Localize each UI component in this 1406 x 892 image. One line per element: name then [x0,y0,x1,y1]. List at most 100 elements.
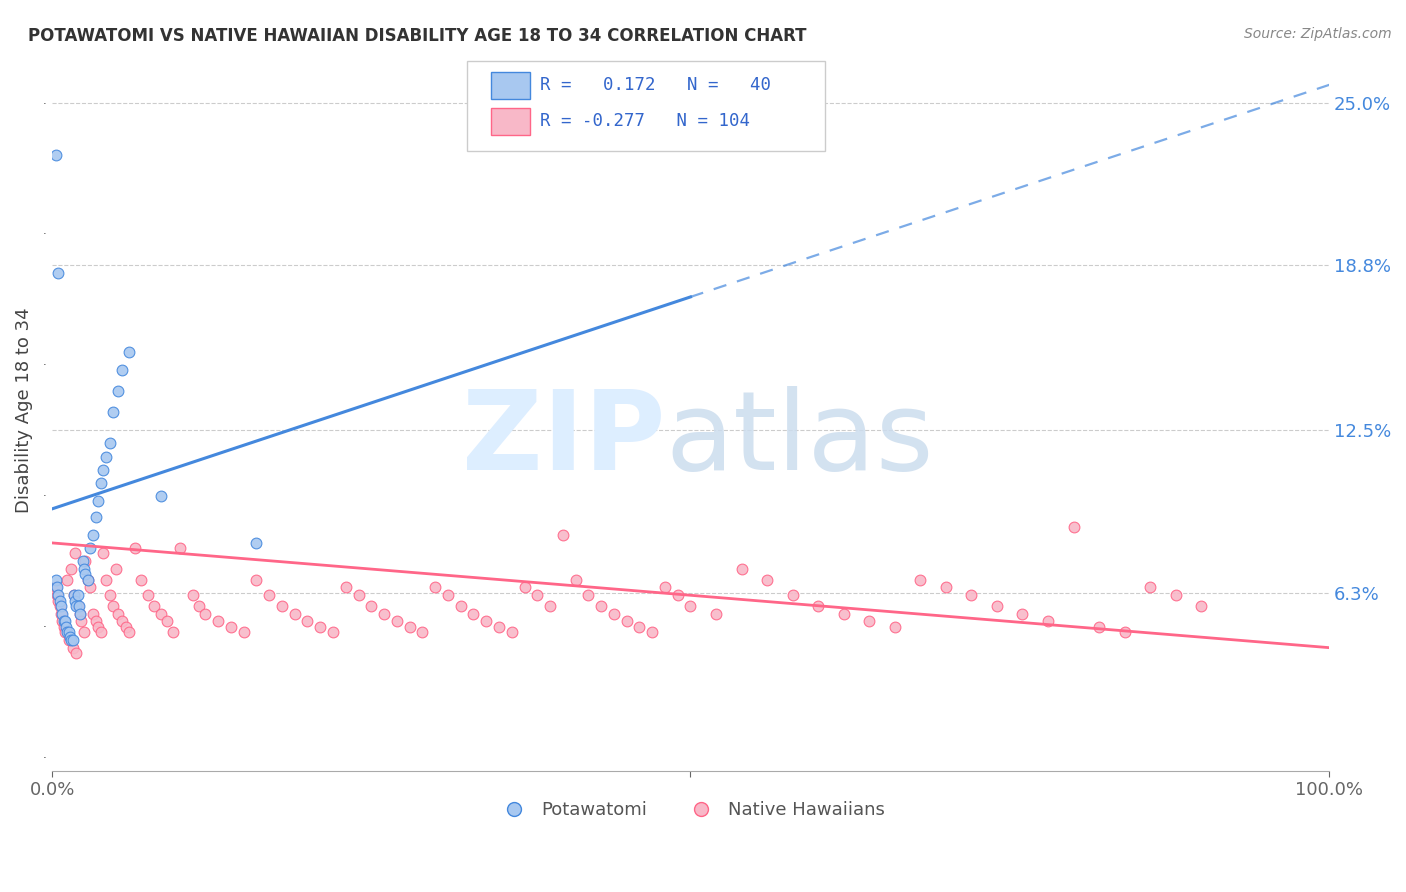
Point [756,573,779,587]
Point [76,573,98,587]
Point [1164,588,1187,602]
Point [385,615,408,629]
Point [641,624,664,639]
Point [335,581,357,595]
Point [69,607,91,621]
Point [807,599,830,613]
Point [98,436,121,450]
Point [156,615,179,629]
Point [1139,581,1161,595]
Point [1063,520,1085,534]
Point [51,615,73,629]
Point [84,509,107,524]
Point [90,624,112,639]
Point [56,624,79,639]
Point [1088,620,1111,634]
Text: R =   0.172   N =   40: R = 0.172 N = 40 [540,76,770,95]
Point [66,599,89,613]
Point [1011,607,1033,621]
Point [66,588,89,602]
Point [245,573,267,587]
Point [52,620,75,634]
Point [118,624,141,639]
Point [48,266,70,280]
Point [49,599,72,613]
Point [782,588,804,602]
Point [437,588,460,602]
Point [75,554,97,568]
Point [87,620,110,634]
Point [79,581,101,595]
Point [62,588,84,602]
Point [666,588,689,602]
Point [46,588,69,602]
Point [910,573,932,587]
Point [858,615,880,629]
Point [45,148,67,162]
Point [51,607,73,621]
Point [118,344,141,359]
Point [450,599,472,613]
Point [52,615,75,629]
Point [82,528,104,542]
Point [115,620,138,634]
Bar [491,108,530,135]
Point [62,588,84,602]
Point [131,573,153,587]
Point [58,632,80,647]
Point [73,624,96,639]
Point [398,620,420,634]
Point [48,588,70,602]
Point [49,607,72,621]
Point [704,607,727,621]
Point [1114,624,1136,639]
Point [90,475,112,490]
Point [143,599,166,613]
Text: Source: ZipAtlas.com: Source: ZipAtlas.com [1244,27,1392,41]
Point [679,599,702,613]
Point [69,607,91,621]
Text: POTAWATOMI VS NATIVE HAWAIIAN DISABILITY AGE 18 TO 34 CORRELATION CHART: POTAWATOMI VS NATIVE HAWAIIAN DISABILITY… [28,27,807,45]
Point [63,546,86,560]
Point [463,607,485,621]
Point [94,450,117,464]
Point [832,607,855,621]
Point [63,593,86,607]
Point [76,573,98,587]
Point [91,462,114,476]
Text: atlas: atlas [665,386,934,493]
Point [501,624,523,639]
Point [49,593,72,607]
Point [551,528,574,542]
Point [98,588,121,602]
Point [411,624,433,639]
Point [53,624,76,639]
Point [162,624,184,639]
Point [111,363,134,377]
Point [181,588,204,602]
Point [65,646,87,660]
Point [79,541,101,556]
Point [55,620,77,634]
Point [107,607,129,621]
Point [53,615,76,629]
Point [62,640,84,655]
Y-axis label: Disability Age 18 to 34: Disability Age 18 to 34 [15,308,32,514]
Point [194,607,217,621]
Point [94,573,117,587]
Point [603,607,626,621]
Point [564,573,586,587]
Point [56,573,79,587]
Point [103,405,125,419]
Point [322,624,344,639]
Point [960,588,983,602]
Point [136,588,159,602]
Point [284,607,307,621]
Point [48,593,70,607]
Point [591,599,613,613]
Point [45,581,67,595]
Point [73,562,96,576]
Bar [491,71,530,99]
Point [257,588,280,602]
Point [373,607,395,621]
